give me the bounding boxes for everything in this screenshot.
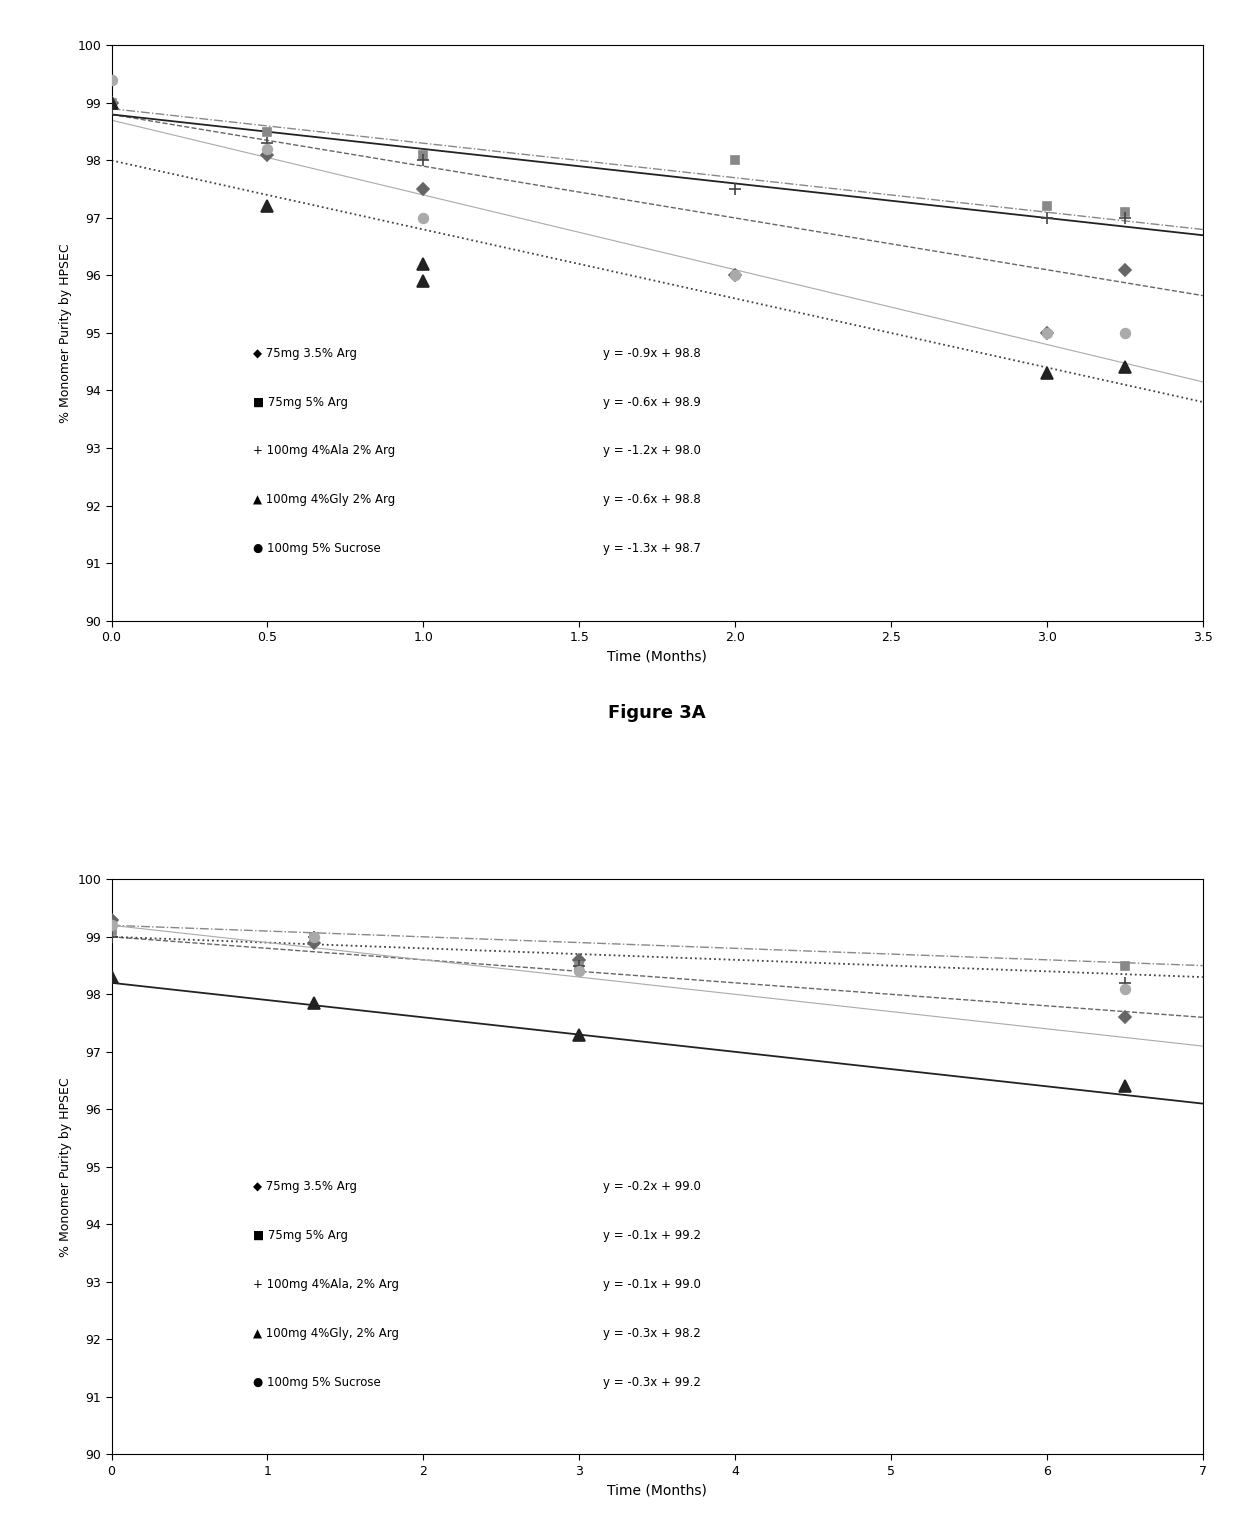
Text: y = -0.6x + 98.9: y = -0.6x + 98.9 bbox=[603, 395, 701, 409]
Text: y = -0.3x + 99.2: y = -0.3x + 99.2 bbox=[603, 1376, 701, 1389]
Text: y = -0.3x + 98.2: y = -0.3x + 98.2 bbox=[603, 1327, 701, 1341]
Text: ■ 75mg 5% Arg: ■ 75mg 5% Arg bbox=[253, 395, 348, 409]
Text: ● 100mg 5% Sucrose: ● 100mg 5% Sucrose bbox=[253, 542, 381, 554]
Text: ● 100mg 5% Sucrose: ● 100mg 5% Sucrose bbox=[253, 1376, 381, 1389]
Text: + 100mg 4%Ala 2% Arg: + 100mg 4%Ala 2% Arg bbox=[253, 444, 396, 458]
Text: ▲ 100mg 4%Gly 2% Arg: ▲ 100mg 4%Gly 2% Arg bbox=[253, 494, 396, 506]
Y-axis label: % Monomer Purity by HPSEC: % Monomer Purity by HPSEC bbox=[58, 1077, 72, 1256]
Text: ◆ 75mg 3.5% Arg: ◆ 75mg 3.5% Arg bbox=[253, 1180, 357, 1194]
Text: y = -1.3x + 98.7: y = -1.3x + 98.7 bbox=[603, 542, 701, 554]
X-axis label: Time (Months): Time (Months) bbox=[608, 1483, 707, 1497]
Text: y = -0.2x + 99.0: y = -0.2x + 99.0 bbox=[603, 1180, 701, 1194]
Text: ■ 75mg 5% Arg: ■ 75mg 5% Arg bbox=[253, 1229, 348, 1242]
Text: y = -0.1x + 99.2: y = -0.1x + 99.2 bbox=[603, 1229, 701, 1242]
Text: ◆ 75mg 3.5% Arg: ◆ 75mg 3.5% Arg bbox=[253, 347, 357, 359]
Text: y = -0.1x + 99.0: y = -0.1x + 99.0 bbox=[603, 1279, 701, 1291]
Text: y = -0.9x + 98.8: y = -0.9x + 98.8 bbox=[603, 347, 701, 359]
Text: ▲ 100mg 4%Gly, 2% Arg: ▲ 100mg 4%Gly, 2% Arg bbox=[253, 1327, 399, 1341]
Text: y = -1.2x + 98.0: y = -1.2x + 98.0 bbox=[603, 444, 701, 458]
Y-axis label: % Monomer Purity by HPSEC: % Monomer Purity by HPSEC bbox=[58, 244, 72, 423]
Text: y = -0.6x + 98.8: y = -0.6x + 98.8 bbox=[603, 494, 701, 506]
Text: + 100mg 4%Ala, 2% Arg: + 100mg 4%Ala, 2% Arg bbox=[253, 1279, 399, 1291]
Text: Figure 3A: Figure 3A bbox=[609, 704, 706, 721]
X-axis label: Time (Months): Time (Months) bbox=[608, 650, 707, 664]
